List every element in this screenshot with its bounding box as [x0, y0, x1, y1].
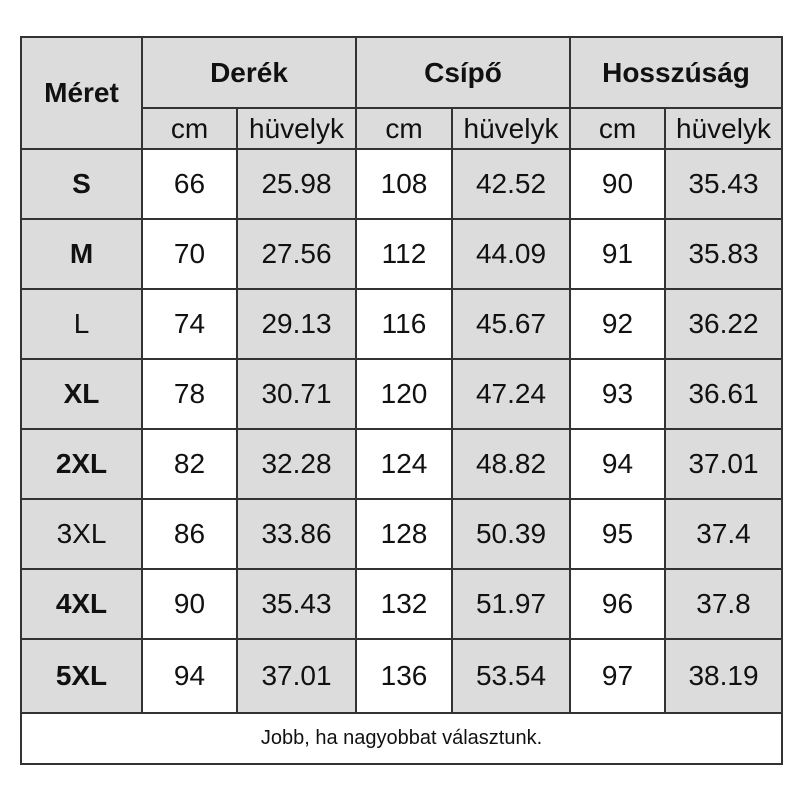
- value-cell: 25.98: [236, 148, 357, 220]
- value-cell: 70: [141, 218, 238, 290]
- value-cell: 116: [355, 288, 453, 360]
- header-row: Méret Derék Csípő Hosszúság: [20, 36, 784, 150]
- value-cell: 45.67: [451, 288, 571, 360]
- value-cell: 128: [355, 498, 453, 570]
- value-cell: 74: [141, 288, 238, 360]
- table-row: S 66 25.98 108 42.52 90 35.43: [20, 148, 784, 220]
- table-row: 5XL 94 37.01 136 53.54 97 38.19: [20, 638, 784, 714]
- value-cell: 92: [569, 288, 666, 360]
- size-chart-table: Méret Derék Csípő Hosszúság cm hüvelyk c…: [19, 36, 784, 765]
- value-cell: 96: [569, 568, 666, 640]
- size-cell: S: [20, 148, 143, 220]
- table-row: M 70 27.56 112 44.09 91 35.83: [20, 218, 784, 290]
- value-cell: 97: [569, 638, 666, 714]
- value-cell: 35.83: [663, 218, 784, 290]
- value-cell: 33.86: [236, 498, 357, 570]
- size-cell: 5XL: [20, 638, 143, 714]
- value-cell: 91: [569, 218, 666, 290]
- hip-header: Csípő: [355, 36, 571, 109]
- value-cell: 42.52: [451, 148, 571, 220]
- unit-header: hüvelyk: [663, 107, 784, 150]
- value-cell: 112: [355, 218, 453, 290]
- value-cell: 82: [141, 428, 238, 500]
- value-cell: 29.13: [236, 288, 357, 360]
- value-cell: 30.71: [236, 358, 357, 430]
- value-cell: 86: [141, 498, 238, 570]
- table-row: 4XL 90 35.43 132 51.97 96 37.8: [20, 568, 784, 640]
- value-cell: 132: [355, 568, 453, 640]
- value-cell: 27.56: [236, 218, 357, 290]
- value-cell: 36.22: [663, 288, 784, 360]
- size-cell: 3XL: [20, 498, 143, 570]
- value-cell: 78: [141, 358, 238, 430]
- value-cell: 37.4: [663, 498, 784, 570]
- table-row: 3XL 86 33.86 128 50.39 95 37.4: [20, 498, 784, 570]
- value-cell: 94: [141, 638, 238, 714]
- value-cell: 53.54: [451, 638, 571, 714]
- value-cell: 32.28: [236, 428, 357, 500]
- size-cell: M: [20, 218, 143, 290]
- unit-header: cm: [141, 107, 238, 150]
- length-header: Hosszúság: [568, 36, 784, 109]
- value-cell: 38.19: [663, 638, 784, 714]
- unit-header: hüvelyk: [451, 107, 571, 150]
- value-cell: 35.43: [236, 568, 357, 640]
- table-row: L 74 29.13 116 45.67 92 36.22: [20, 288, 784, 360]
- value-cell: 94: [569, 428, 666, 500]
- value-cell: 37.01: [236, 638, 357, 714]
- unit-row: cm hüvelyk cm hüvelyk cm hüvelyk: [21, 107, 784, 150]
- value-cell: 93: [569, 358, 666, 430]
- value-cell: 51.97: [451, 568, 571, 640]
- value-cell: 124: [355, 428, 453, 500]
- size-cell: 2XL: [20, 428, 143, 500]
- value-cell: 37.8: [663, 568, 784, 640]
- footer-note: Jobb, ha nagyobbat választunk.: [19, 712, 784, 765]
- value-cell: 48.82: [451, 428, 571, 500]
- value-cell: 50.39: [451, 498, 571, 570]
- value-cell: 35.43: [663, 148, 784, 220]
- value-cell: 90: [569, 148, 666, 220]
- unit-header: hüvelyk: [236, 107, 357, 150]
- value-cell: 108: [355, 148, 453, 220]
- table-row: 2XL 82 32.28 124 48.82 94 37.01: [20, 428, 784, 500]
- waist-header: Derék: [141, 36, 357, 109]
- unit-header: cm: [569, 107, 666, 150]
- size-cell: L: [20, 288, 143, 360]
- value-cell: 95: [569, 498, 666, 570]
- size-cell: XL: [20, 358, 143, 430]
- unit-header: cm: [355, 107, 453, 150]
- size-cell: 4XL: [20, 568, 143, 640]
- size-header: Méret: [20, 36, 143, 150]
- value-cell: 66: [141, 148, 238, 220]
- table-row: XL 78 30.71 120 47.24 93 36.61: [20, 358, 784, 430]
- footer-row: Jobb, ha nagyobbat választunk.: [19, 712, 784, 765]
- value-cell: 136: [355, 638, 453, 714]
- value-cell: 47.24: [451, 358, 571, 430]
- value-cell: 90: [141, 568, 238, 640]
- value-cell: 37.01: [663, 428, 784, 500]
- value-cell: 120: [355, 358, 453, 430]
- value-cell: 36.61: [663, 358, 784, 430]
- value-cell: 44.09: [451, 218, 571, 290]
